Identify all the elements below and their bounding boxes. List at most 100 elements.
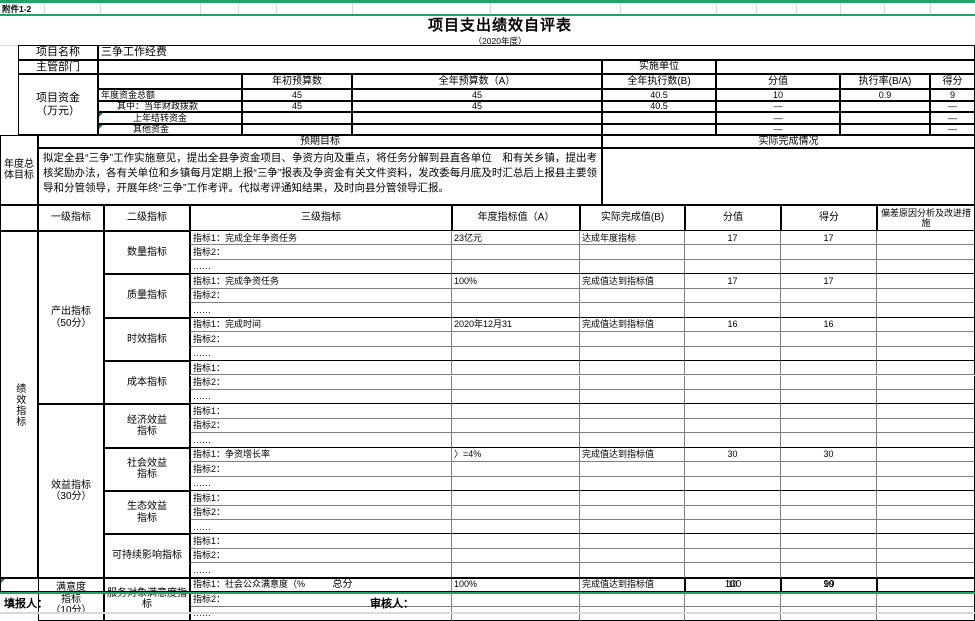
indicator-target-value-cell[interactable]	[452, 548, 580, 564]
indicator-weight-cell[interactable]	[685, 389, 781, 405]
indicator-weight-cell[interactable]	[685, 332, 781, 347]
grid-cell[interactable]	[756, 3, 797, 14]
funds-begin-budget[interactable]: 45	[242, 100, 352, 112]
funds-year-exec[interactable]	[602, 112, 716, 124]
funds-score[interactable]: —	[930, 112, 975, 124]
indicator-deviation-cell[interactable]	[877, 303, 975, 318]
indicator-target-value-cell[interactable]	[452, 418, 580, 434]
indicator-actual-value-cell[interactable]	[580, 520, 685, 535]
indicator-deviation-cell[interactable]	[877, 433, 975, 448]
indicator-level3-cell[interactable]: ……	[190, 303, 452, 318]
indicator-deviation-cell[interactable]	[877, 245, 975, 260]
indicator-level3-cell[interactable]: 指标1：	[190, 491, 452, 506]
grid-cell[interactable]	[44, 3, 101, 14]
grid-cell[interactable]	[796, 3, 841, 14]
indicator-actual-value-cell[interactable]	[580, 375, 685, 390]
indicator-deviation-cell[interactable]	[877, 520, 975, 535]
indicator-level3-cell[interactable]: ……	[190, 389, 452, 405]
funds-score-weight[interactable]: —	[716, 112, 840, 124]
funds-year-exec[interactable]	[602, 123, 716, 135]
funds-year-budget[interactable]: 45	[352, 89, 602, 101]
funds-begin-budget[interactable]	[242, 123, 352, 135]
funds-row-label[interactable]: 年度资金总额	[98, 89, 242, 101]
indicator-actual-value-cell[interactable]	[580, 332, 685, 347]
indicator-level3-cell[interactable]: ……	[190, 563, 452, 578]
indicator-weight-cell[interactable]	[685, 375, 781, 390]
indicator-weight-cell[interactable]: 30	[685, 447, 781, 463]
indicator-target-value-cell[interactable]	[452, 520, 580, 535]
indicator-score-cell[interactable]	[781, 476, 877, 492]
indicator-actual-value-cell[interactable]: 完成值达到指标值	[580, 274, 685, 289]
indicator-actual-value-cell[interactable]	[580, 462, 685, 477]
implementing-unit-value[interactable]	[716, 60, 975, 74]
funds-year-budget[interactable]: 45	[352, 100, 602, 112]
indicator-actual-value-cell[interactable]	[580, 548, 685, 564]
indicator-target-value-cell[interactable]: 2020年12月31	[452, 317, 580, 333]
indicator-target-value-cell[interactable]	[452, 491, 580, 506]
indicator-score-cell[interactable]: 30	[781, 447, 877, 463]
indicator-actual-value-cell[interactable]	[580, 259, 685, 275]
funds-exec-rate[interactable]: 0.9	[840, 89, 930, 101]
indicator-actual-value-cell[interactable]	[580, 563, 685, 578]
indicator-target-value-cell[interactable]	[452, 433, 580, 448]
grid-cell[interactable]	[840, 3, 885, 14]
grid-cell[interactable]	[0, 3, 45, 14]
indicator-target-value-cell[interactable]	[452, 462, 580, 477]
funds-score[interactable]: 9	[930, 89, 975, 101]
indicator-level3-cell[interactable]: 指标2：	[190, 332, 452, 347]
grid-cell[interactable]	[716, 3, 757, 14]
indicator-weight-cell[interactable]	[685, 505, 781, 520]
indicator-weight-cell[interactable]	[685, 534, 781, 549]
indicator-deviation-cell[interactable]	[877, 476, 975, 492]
grid-cell[interactable]	[620, 3, 717, 14]
indicator-target-value-cell[interactable]	[452, 505, 580, 520]
indicator-score-cell[interactable]	[781, 245, 877, 260]
indicator-score-cell[interactable]	[781, 389, 877, 405]
indicator-target-value-cell[interactable]: 100%	[452, 274, 580, 289]
indicator-level3-cell[interactable]: 指标1：完成全年争资任务	[190, 231, 452, 246]
indicator-weight-cell[interactable]	[685, 520, 781, 535]
indicator-target-value-cell[interactable]: 23亿元	[452, 231, 580, 246]
indicator-actual-value-cell[interactable]	[580, 606, 685, 621]
indicator-target-value-cell[interactable]	[452, 404, 580, 419]
indicator-deviation-cell[interactable]	[877, 491, 975, 506]
indicator-target-value-cell[interactable]	[452, 346, 580, 362]
indicator-deviation-cell[interactable]	[877, 231, 975, 246]
indicator-weight-cell[interactable]	[685, 303, 781, 318]
indicator-score-cell[interactable]	[781, 259, 877, 275]
indicator-deviation-cell[interactable]	[877, 389, 975, 405]
indicator-score-cell[interactable]	[781, 303, 877, 318]
indicator-score-cell[interactable]	[781, 520, 877, 535]
indicator-target-value-cell[interactable]	[452, 259, 580, 275]
indicator-deviation-cell[interactable]	[877, 361, 975, 376]
indicator-level3-cell[interactable]: 指标2：	[190, 418, 452, 434]
indicator-actual-value-cell[interactable]: 达成年度指标	[580, 231, 685, 246]
indicator-score-cell[interactable]	[781, 332, 877, 347]
indicator-weight-cell[interactable]	[685, 433, 781, 448]
indicator-deviation-cell[interactable]	[877, 606, 975, 621]
indicator-level3-cell[interactable]: ……	[190, 433, 452, 448]
indicator-actual-value-cell[interactable]	[580, 505, 685, 520]
indicator-deviation-cell[interactable]	[877, 548, 975, 564]
indicator-score-cell[interactable]	[781, 548, 877, 564]
indicator-target-value-cell[interactable]	[452, 375, 580, 390]
funds-score-weight[interactable]: —	[716, 100, 840, 112]
indicator-score-cell[interactable]	[781, 404, 877, 419]
indicator-target-value-cell[interactable]	[452, 332, 580, 347]
funds-begin-budget[interactable]: 45	[242, 89, 352, 101]
indicator-deviation-cell[interactable]	[877, 418, 975, 434]
funds-begin-budget[interactable]	[242, 112, 352, 124]
indicator-weight-cell[interactable]	[685, 563, 781, 578]
indicator-score-cell[interactable]	[781, 505, 877, 520]
indicator-actual-value-cell[interactable]	[580, 491, 685, 506]
indicator-weight-cell[interactable]	[685, 491, 781, 506]
indicator-actual-value-cell[interactable]	[580, 288, 685, 304]
funds-exec-rate[interactable]	[840, 100, 930, 112]
indicator-level3-cell[interactable]: 指标2：	[190, 548, 452, 564]
indicator-deviation-cell[interactable]	[877, 317, 975, 333]
indicator-score-cell[interactable]: 17	[781, 274, 877, 289]
funds-row-label[interactable]: 其中：当年财政拨款	[98, 100, 242, 112]
indicator-deviation-cell[interactable]	[877, 462, 975, 477]
grid-cell[interactable]	[930, 3, 975, 14]
grid-cell[interactable]	[352, 3, 491, 14]
